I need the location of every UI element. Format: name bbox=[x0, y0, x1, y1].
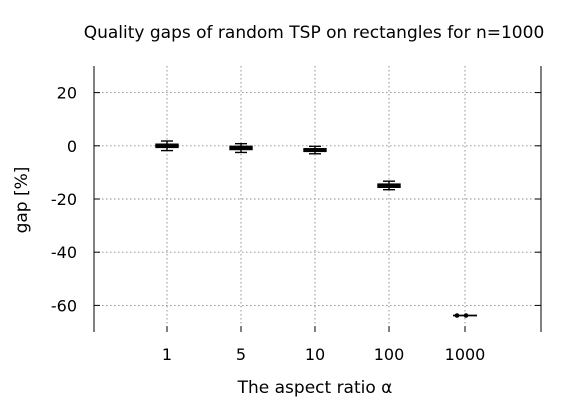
y-tick-label: 20 bbox=[57, 84, 77, 103]
chart-title: Quality gaps of random TSP on rectangles… bbox=[84, 23, 545, 43]
x-tick-label: 5 bbox=[236, 345, 246, 364]
y-tick-label: -60 bbox=[51, 296, 77, 315]
box-plot-5 bbox=[229, 142, 253, 154]
box-plot-1000 bbox=[453, 313, 477, 318]
x-tick-label: 1 bbox=[162, 345, 172, 364]
x-tick-label: 10 bbox=[305, 345, 325, 364]
box-plot-10 bbox=[303, 145, 327, 155]
data-point bbox=[454, 313, 460, 318]
y-axis-label: gap [%] bbox=[12, 167, 32, 234]
data-point bbox=[463, 313, 469, 318]
y-axis: 20 0 -20 -40 -60 bbox=[51, 84, 541, 315]
x-tick-label: 1000 bbox=[445, 345, 486, 364]
grid bbox=[94, 66, 541, 332]
box-plots bbox=[155, 140, 477, 318]
box-plot-100 bbox=[377, 180, 401, 191]
y-tick-label: -20 bbox=[51, 190, 77, 209]
y-tick-label: 0 bbox=[67, 137, 77, 156]
x-tick-label: 100 bbox=[374, 345, 405, 364]
y-tick-label: -40 bbox=[51, 243, 77, 262]
plot-frame bbox=[93, 66, 542, 332]
x-axis: 1 5 10 100 1000 bbox=[162, 326, 485, 364]
x-axis-label: The aspect ratio α bbox=[237, 378, 393, 398]
box-plot-1 bbox=[155, 140, 179, 152]
